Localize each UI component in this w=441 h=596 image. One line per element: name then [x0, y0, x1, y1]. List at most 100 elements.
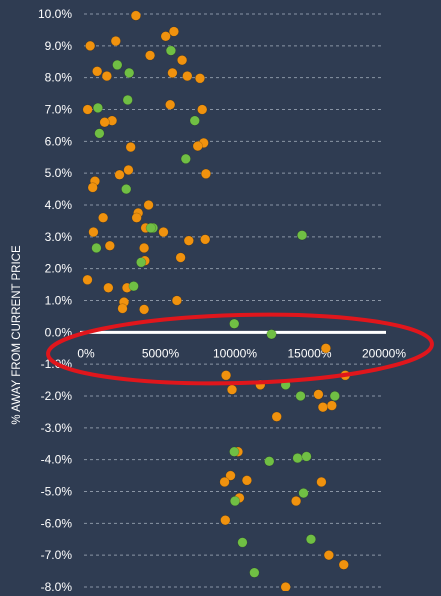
y-tick-label: 1.0% [45, 294, 73, 308]
green-data-point [229, 495, 241, 507]
y-tick-label: 8.0% [45, 71, 73, 85]
green-data-point [136, 257, 147, 268]
orange-data-point [192, 141, 203, 152]
green-data-point [92, 102, 104, 114]
orange-data-point [313, 389, 324, 400]
orange-data-point [200, 234, 211, 245]
orange-data-point [271, 411, 282, 422]
orange-data-point [219, 476, 230, 488]
orange-data-point [125, 141, 136, 153]
orange-data-point [117, 303, 128, 314]
y-tick-label: -3.0% [41, 421, 73, 435]
y-tick-label: 4.0% [45, 198, 73, 212]
orange-data-point [165, 99, 176, 110]
orange-data-point [316, 476, 327, 488]
orange-data-point [103, 282, 114, 293]
orange-data-point [123, 164, 134, 176]
y-tick-label: 5.0% [45, 166, 73, 180]
orange-data-point [182, 70, 193, 82]
green-data-point [128, 281, 139, 292]
orange-data-point [167, 67, 178, 78]
green-data-point [298, 487, 309, 499]
green-data-point [301, 451, 312, 462]
x-tick-label: 5000% [142, 346, 180, 360]
orange-data-point [110, 35, 121, 47]
orange-data-point [160, 31, 171, 42]
green-data-point [122, 94, 133, 106]
green-data-point [266, 329, 277, 340]
orange-data-point [82, 104, 93, 115]
green-data-point [145, 222, 156, 234]
y-tick-label: 7.0% [45, 103, 73, 117]
orange-data-point [241, 475, 253, 486]
orange-data-point [82, 274, 93, 285]
orange-data-point [194, 73, 206, 84]
y-tick-label: 3.0% [45, 230, 73, 244]
orange-data-point [177, 55, 188, 66]
x-tick-label: 20000% [362, 346, 406, 360]
green-data-point [180, 153, 191, 164]
green-data-point [295, 390, 306, 402]
orange-data-point [158, 226, 169, 238]
green-data-point [292, 452, 303, 464]
orange-data-point [220, 515, 231, 526]
orange-data-point [200, 168, 212, 179]
orange-data-point [168, 26, 180, 37]
data-points [82, 10, 351, 593]
orange-data-point [139, 304, 150, 315]
green-data-point [249, 567, 260, 578]
orange-data-point [171, 295, 182, 306]
green-data-point [112, 59, 123, 71]
orange-data-point [130, 10, 142, 21]
orange-data-point [280, 581, 291, 593]
y-tick-label: 10.0% [38, 7, 72, 21]
red-circle-annotation [46, 312, 434, 386]
orange-data-point [175, 252, 186, 263]
orange-data-point [131, 212, 142, 223]
orange-data-point [290, 495, 302, 507]
green-data-point [94, 128, 105, 139]
orange-data-point [144, 50, 156, 61]
y-axis-title: % AWAY FROM CURRENT PRICE [11, 245, 23, 425]
green-data-point [229, 446, 240, 457]
orange-data-point [85, 40, 96, 51]
x-tick-label: 10000% [213, 346, 257, 360]
green-data-point [237, 537, 248, 548]
y-tick-label: -5.0% [41, 485, 73, 499]
green-data-point [229, 318, 240, 329]
y-tick-label: -4.0% [41, 453, 73, 467]
orange-data-point [338, 559, 349, 570]
y-tick-label: -2.0% [41, 389, 73, 403]
orange-data-point [320, 343, 331, 354]
green-data-point [264, 456, 275, 467]
orange-data-point [101, 70, 112, 82]
y-tick-labels: 10.0% 9.0% 8.0% 7.0% 6.0% 5.0% 4.0% 3.0% 2.0% 1.0… [38, 7, 73, 594]
orange-data-point [88, 226, 99, 238]
x-tick-label: 0% [77, 346, 95, 360]
y-tick-label: -7.0% [41, 548, 73, 562]
orange-data-point [98, 212, 109, 223]
y-tick-label: 0.0% [45, 325, 73, 339]
y-tick-label: -6.0% [41, 516, 73, 530]
orange-data-point [323, 550, 334, 561]
orange-data-point [226, 384, 238, 395]
y-tick-label: 6.0% [45, 134, 73, 148]
green-data-point [121, 183, 132, 195]
y-tick-label: 9.0% [45, 39, 73, 53]
x-tick-labels: 0% 5000% 10000% 15000% 20000% [77, 346, 406, 360]
green-data-point [296, 230, 308, 241]
green-data-point [305, 534, 317, 545]
y-tick-label: 2.0% [45, 262, 73, 276]
orange-data-point [92, 66, 103, 77]
orange-data-point [183, 235, 194, 246]
orange-data-point [114, 169, 125, 180]
green-data-point [91, 242, 102, 254]
orange-data-point [143, 199, 154, 211]
orange-data-point [139, 242, 150, 254]
green-data-point [329, 390, 340, 402]
gridlines [84, 13, 384, 588]
orange-data-point [99, 117, 110, 128]
orange-data-point [225, 470, 236, 481]
